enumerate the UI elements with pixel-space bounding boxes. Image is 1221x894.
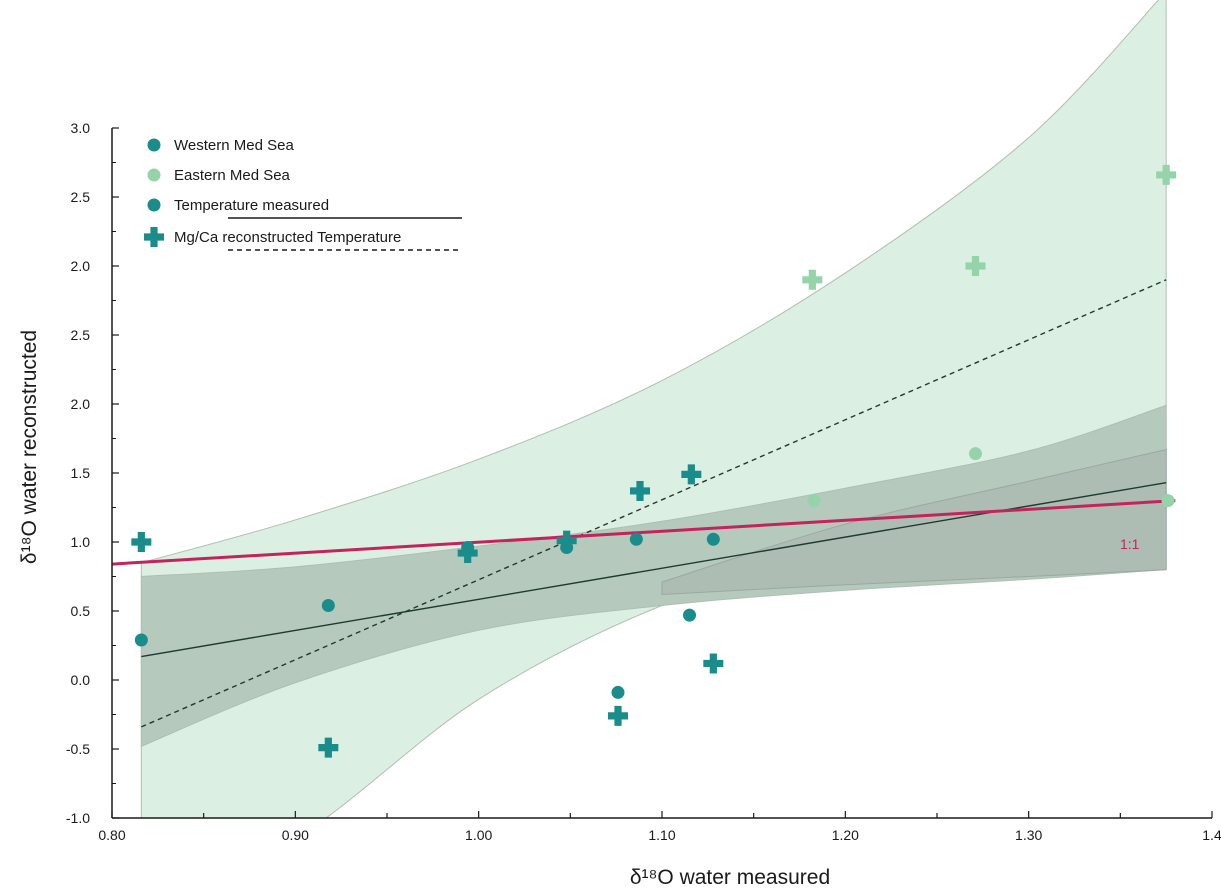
y-tick-label: 2.0	[71, 258, 91, 274]
x-tick-label: 1.4	[1202, 827, 1221, 843]
fit-lines: 1:1	[111, 279, 1176, 728]
y-tick-label: 2.5	[71, 189, 91, 205]
western-med-sea-circle-point	[706, 532, 720, 546]
x-axis-title: δ¹⁸O water measured	[630, 866, 830, 889]
x-tick-label: 1.00	[465, 827, 492, 843]
western-med-sea-cross-point	[556, 530, 577, 551]
eastern-med-sea-circle-point	[807, 494, 821, 508]
western-med-sea-cross-point	[630, 480, 650, 501]
y-tick-label: 3.0	[71, 120, 91, 136]
x-tick-label: 1.20	[832, 827, 859, 843]
legend-marker-3	[147, 198, 161, 212]
legend-label-3: Temperature measured	[174, 197, 329, 214]
x-tick-label: 1.30	[1015, 827, 1042, 843]
western-med-sea-cross-point	[131, 532, 152, 552]
western-med-sea-cross-point	[703, 653, 724, 674]
reference-line-label: 1:1	[1120, 536, 1140, 552]
y-tick-label: 0.0	[71, 672, 91, 688]
western-med-sea-cross-point	[457, 543, 478, 564]
eastern-med-sea-cross-point	[1156, 164, 1177, 185]
mgca-fit-line	[141, 279, 1167, 728]
axes: 0.80 0.90 1.00 1.10 1.20 1.30 1.4 -1.0 -0.5 0.0 0.…	[66, 120, 1221, 843]
western-med-sea-circle-point	[683, 608, 696, 622]
y-tick-label: 1.0	[71, 534, 91, 550]
data-points	[131, 164, 1177, 758]
western-med-sea-cross-point	[318, 737, 339, 758]
y-tick-label: 2.0	[71, 396, 91, 412]
x-tick-label: 0.80	[98, 827, 125, 843]
western-med-sea-cross-point	[681, 464, 702, 485]
eastern-med-sea-circle-point	[1161, 494, 1175, 508]
eastern-med-sea-cross-point	[802, 269, 823, 290]
legend-label-1: Western Med Sea	[174, 137, 294, 154]
western-med-sea-cross-point	[608, 705, 628, 726]
confidence-band-3	[661, 448, 1167, 595]
y-tick-label: -1.0	[66, 810, 90, 826]
y-tick-label: 0.5	[71, 603, 91, 619]
western-med-sea-circle-point	[134, 633, 148, 647]
western-med-sea-circle-point	[629, 532, 643, 546]
legend-marker-2	[147, 168, 161, 182]
y-tick-label: 2.5	[71, 327, 91, 343]
y-axis-title: δ¹⁸O water reconstructed	[18, 330, 41, 564]
eastern-med-sea-cross-point	[965, 256, 986, 276]
reference-line-1-1	[111, 499, 1176, 566]
y-tick-label: 1.5	[71, 465, 91, 481]
legend-label-4: Mg/Ca reconstructed Temperature	[174, 229, 401, 246]
confidence-band-1	[140, 0, 1167, 818]
legend-marker-4	[144, 227, 164, 247]
western-med-sea-circle-point	[321, 598, 335, 612]
confidence-bands	[140, 0, 1167, 818]
x-tick-label: 0.90	[282, 827, 309, 843]
y-tick-label: -0.5	[66, 741, 90, 757]
x-tick-label: 1.10	[648, 827, 675, 843]
legend-label-2: Eastern Med Sea	[174, 167, 291, 184]
eastern-med-sea-circle-point	[969, 447, 982, 461]
western-med-sea-circle-point	[611, 685, 625, 699]
legend: Western Med Sea Eastern Med Sea Temperatur…	[144, 137, 462, 251]
legend-marker-1	[147, 138, 161, 152]
